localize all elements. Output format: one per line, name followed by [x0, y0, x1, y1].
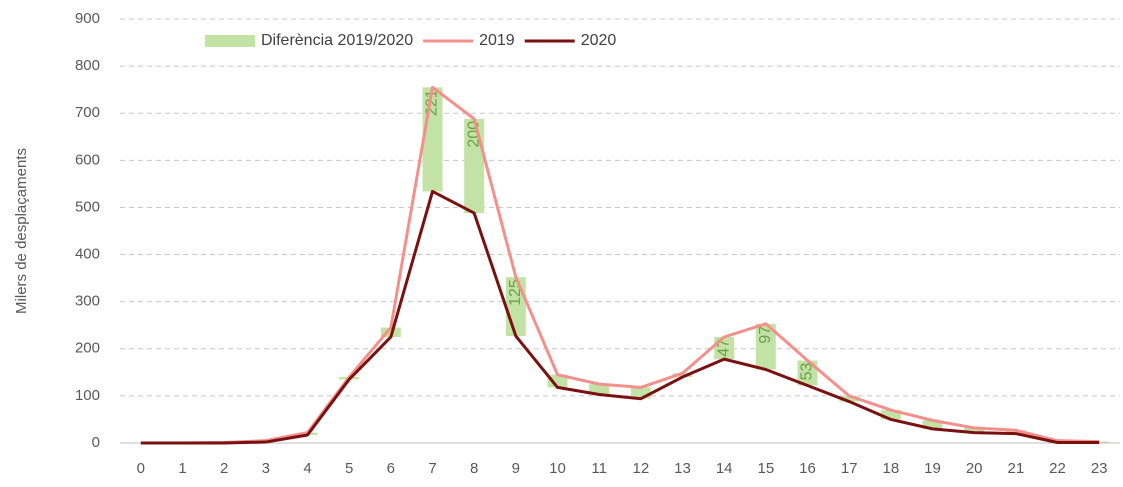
x-tick-label: 2 [220, 460, 228, 477]
x-tick-label: 4 [303, 460, 311, 477]
y-tick-label: 400 [75, 246, 100, 263]
x-tick-label: 21 [1007, 460, 1024, 477]
y-tick-label: 900 [75, 10, 100, 27]
x-tick-label: 9 [512, 460, 520, 477]
x-tick-label: 8 [470, 460, 478, 477]
x-tick-label: 5 [345, 460, 353, 477]
x-tick-label: 12 [632, 460, 649, 477]
x-tick-label: 17 [841, 460, 858, 477]
line-series [141, 87, 1099, 443]
x-tick-label: 0 [137, 460, 145, 477]
legend-label: 2020 [581, 32, 617, 49]
x-tick-label: 22 [1049, 460, 1066, 477]
y-tick-label: 700 [75, 104, 100, 121]
y-tick-label: 200 [75, 340, 100, 357]
x-tick-label: 19 [924, 460, 941, 477]
x-tick-label: 16 [799, 460, 816, 477]
x-tick-label: 11 [591, 460, 607, 477]
y-axis-title: Milers de desplaçaments [13, 148, 30, 314]
y-tick-label: 300 [75, 293, 100, 310]
y-tick-label: 500 [75, 198, 100, 215]
x-tick-label: 6 [387, 460, 395, 477]
legend-swatch [205, 35, 255, 47]
legend-label: 2019 [479, 32, 515, 49]
legend-label: Diferència 2019/2020 [261, 32, 413, 49]
line-series [141, 191, 1099, 443]
x-tick-label: 13 [674, 460, 691, 477]
x-tick-label: 3 [262, 460, 270, 477]
x-tick-label: 15 [757, 460, 774, 477]
x-tick-label: 20 [966, 460, 983, 477]
y-tick-label: 0 [92, 434, 100, 451]
y-tick-label: 600 [75, 151, 100, 168]
y-tick-label: 100 [75, 387, 100, 404]
x-tick-label: 1 [178, 460, 186, 477]
x-tick-label: 18 [882, 460, 899, 477]
x-tick-label: 7 [428, 460, 436, 477]
y-tick-label: 800 [75, 57, 100, 74]
x-tick-label: 14 [716, 460, 733, 477]
x-tick-label: 23 [1091, 460, 1108, 477]
x-tick-label: 10 [549, 460, 566, 477]
